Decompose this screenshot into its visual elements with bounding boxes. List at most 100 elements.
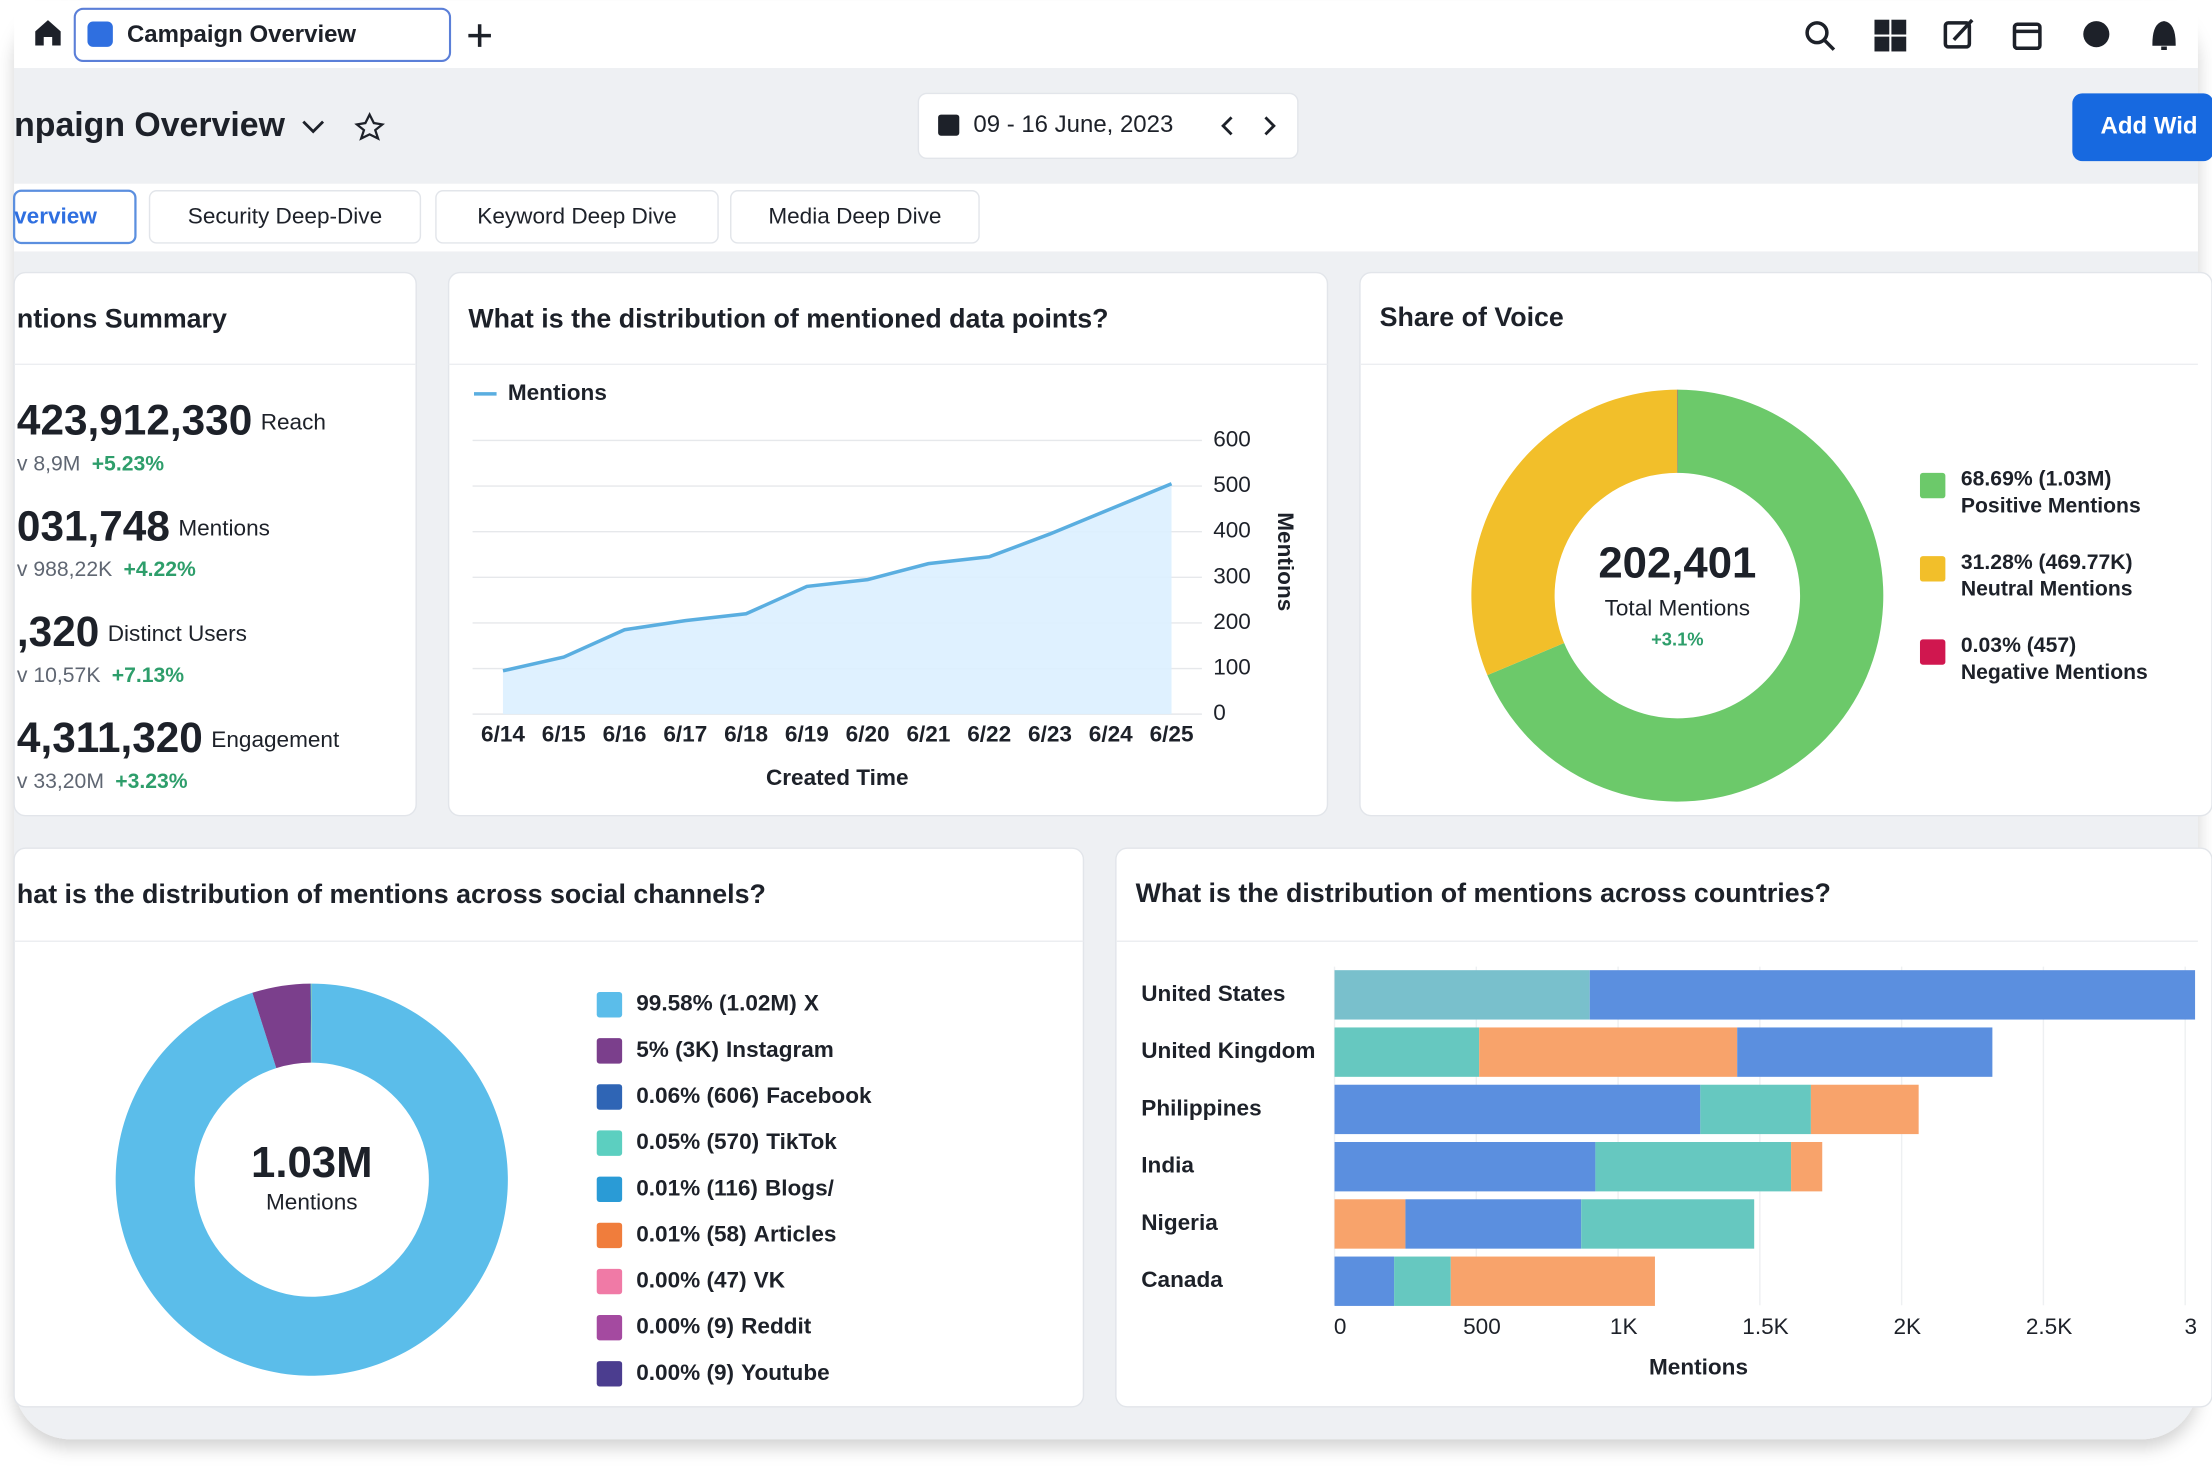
metric: 4,311,320 Engagement (17, 714, 340, 761)
metric-sub: v 33,20M +3.23% (17, 769, 188, 792)
y-tick-label: 0 (1213, 700, 1226, 725)
center-value: 202,401 (1598, 539, 1756, 588)
x-axis-label: Mentions (1649, 1355, 1748, 1380)
x-tick-label: 1K (1610, 1314, 1638, 1339)
metric-value: 423,912,330 (17, 397, 252, 444)
bell-icon[interactable] (2152, 21, 2176, 51)
bar-segment (1334, 1256, 1395, 1306)
bar-segment (1405, 1199, 1582, 1249)
metric-label: Distinct Users (108, 621, 247, 646)
metric-sub: v 988,22K +4.22% (17, 558, 196, 581)
y-tick-label: 600 (1213, 426, 1251, 451)
legend-value: 31.28% (469.77K) (1961, 551, 2133, 574)
legend-value: 0.05% (570) (636, 1129, 759, 1154)
add-widget-button[interactable] (2072, 93, 2212, 162)
tab[interactable] (12, 189, 137, 245)
tabs: verview Security Deep-Dive Keyword Deep Di… (12, 189, 980, 245)
metric-sub: v 8,9M +5.23% (17, 452, 164, 475)
tab-icon (87, 21, 113, 47)
title-chevron[interactable] (302, 120, 325, 134)
bar-segment (1810, 1084, 1919, 1135)
card-dividers (14, 363, 2198, 942)
tab[interactable] (730, 190, 980, 244)
legend-label: Mentions (508, 380, 607, 405)
legend-label: Youtube (741, 1360, 830, 1385)
metric-previous: v 33,20M (17, 769, 104, 792)
legend-value: 5% (3K) (636, 1037, 719, 1062)
x-tick-label: 500 (1463, 1314, 1501, 1339)
x-axis-label: Created Time (766, 765, 909, 790)
legend-value: 0.00% (47) (636, 1267, 746, 1292)
content: 423,912,330 Reach v 8,9M +5.23% 031,748 Menti… (17, 380, 2197, 1387)
metric-value: ,320 (17, 608, 99, 655)
active-tab[interactable] (73, 7, 452, 63)
tab-title: Campaign Overview (127, 21, 356, 48)
center-change: +3.1% (1651, 629, 1703, 650)
legend-label: Reddit (741, 1314, 812, 1339)
metric: 423,912,330 Reach (17, 397, 326, 444)
area (502, 483, 1172, 715)
x-tick-label: 6/21 (906, 721, 950, 746)
legend-swatch (596, 1222, 623, 1249)
star-icon[interactable] (354, 112, 385, 141)
tab[interactable] (148, 190, 422, 244)
bar-segment (1700, 1084, 1811, 1135)
legend-label: X (804, 991, 819, 1016)
x-tick-label: 6/20 (846, 721, 890, 746)
metric-previous: v 8,9M (17, 452, 81, 475)
x-tick-label: 6/16 (603, 721, 647, 746)
legend-swatch (596, 1176, 623, 1202)
legend-swatch (1919, 472, 1946, 499)
card-title: What is the distribution of mentioned da… (468, 304, 1108, 334)
date-range: 09 - 16 June, 2023 (973, 111, 1173, 138)
donut-slice (1487, 389, 1884, 802)
bar-segment (1737, 1027, 1993, 1077)
y-tick-label: India (1141, 1153, 1194, 1178)
community-icon[interactable] (2083, 21, 2110, 48)
search-icon[interactable] (1805, 21, 1829, 45)
bar-segment (1334, 1027, 1480, 1077)
x-tick-label: 2K (1893, 1314, 1921, 1339)
legend-value: 0.00% (9) (636, 1314, 734, 1339)
x-tick-label: 6/24 (1089, 721, 1133, 746)
tab[interactable] (435, 190, 719, 244)
card (13, 271, 417, 817)
legend-label: Instagram (726, 1037, 834, 1062)
metric-change: +7.13% (112, 664, 185, 687)
metric-value: 4,311,320 (17, 714, 203, 761)
bar-segment (1479, 1027, 1738, 1077)
tab-label: Security Deep-Dive (188, 204, 382, 229)
tab-label: verview (14, 204, 97, 229)
add-tab[interactable] (468, 24, 491, 47)
y-tick-label: 200 (1213, 609, 1251, 634)
y-tick-label: 100 (1213, 654, 1251, 679)
edit-icon[interactable] (1943, 21, 1972, 49)
legend-swatch (596, 1084, 623, 1110)
donut-slice (310, 983, 312, 1063)
donut-slice (1471, 389, 1678, 676)
legend-label: Neutral Mentions (1961, 578, 2133, 601)
legend-swatch (596, 1038, 623, 1064)
date-nav[interactable] (1221, 116, 1276, 136)
metric-sub: v 10,57K +7.13% (17, 664, 184, 687)
x-tick-label: 0 (1334, 1314, 1347, 1339)
card-title: What is the distribution of mentions acr… (1136, 878, 1831, 908)
tab-label: Keyword Deep Dive (477, 204, 676, 229)
legend-label: Facebook (766, 1083, 872, 1108)
legend-value: 0.06% (606) (636, 1083, 759, 1108)
legend-value: 0.01% (58) (636, 1221, 746, 1246)
x-tick-label: 3 (2185, 1314, 2198, 1339)
grid-icon[interactable] (1874, 19, 1890, 35)
donut-slice (310, 983, 312, 1063)
bar-segment (1334, 970, 1590, 1020)
metric-label: Reach (261, 409, 326, 434)
date-picker[interactable] (917, 92, 1299, 160)
x-tick-label: 6/14 (481, 721, 525, 746)
line (502, 482, 1173, 673)
bar-segment (1450, 1256, 1655, 1306)
home-icon[interactable] (35, 20, 61, 46)
bar-area (1334, 970, 2196, 1306)
metric-previous: v 10,57K (17, 664, 101, 687)
calendar-icon[interactable] (2012, 22, 2042, 51)
legend-entry: 0.00% (9) Reddit (636, 1314, 812, 1339)
